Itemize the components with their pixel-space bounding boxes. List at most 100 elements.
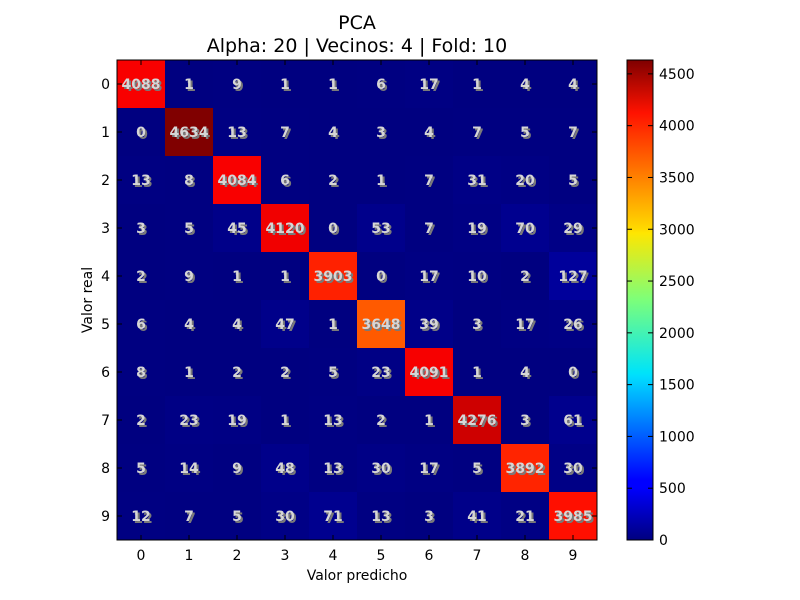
cell-value-label: 4084 bbox=[218, 173, 257, 189]
cell-value-shadow: 17 bbox=[421, 79, 440, 95]
heatmap-cell bbox=[405, 204, 454, 253]
y-tick-label: 2 bbox=[101, 173, 110, 189]
cell-value-shadow: 5 bbox=[330, 367, 340, 383]
cell-value-label: 21 bbox=[515, 509, 534, 525]
cell-value-shadow: 19 bbox=[469, 223, 488, 239]
cell-value-label: 17 bbox=[419, 461, 438, 477]
x-axis-label: Valor predicho bbox=[307, 568, 408, 584]
cell-value-shadow: 1 bbox=[330, 79, 340, 95]
heatmap-cell bbox=[357, 348, 406, 397]
heatmap-cell bbox=[309, 348, 358, 397]
heatmap-cell bbox=[453, 108, 502, 157]
cell-value-shadow: 61 bbox=[565, 415, 584, 431]
cell-value-label: 2 bbox=[520, 269, 530, 285]
heatmap-cell bbox=[405, 300, 454, 349]
y-tick-label: 7 bbox=[101, 413, 110, 429]
cell-value-label: 13 bbox=[227, 125, 246, 141]
cell-value-shadow: 4 bbox=[570, 79, 580, 95]
cell-value-label: 31 bbox=[467, 173, 486, 189]
heatmap-cell bbox=[453, 492, 502, 541]
cell-value-shadow: 3 bbox=[522, 415, 532, 431]
heatmap-cell bbox=[309, 204, 358, 253]
heatmap-cell bbox=[165, 204, 214, 253]
heatmap-cell bbox=[309, 396, 358, 445]
cell-value-shadow: 70 bbox=[517, 223, 537, 239]
heatmap-cell bbox=[357, 252, 406, 301]
y-tick-label: 9 bbox=[101, 509, 110, 525]
cell-value-shadow: 5 bbox=[570, 175, 580, 191]
cell-value-label: 19 bbox=[227, 413, 246, 429]
cell-value-label: 9 bbox=[232, 77, 242, 93]
cell-value-label: 8 bbox=[136, 365, 146, 381]
heatmap-cell bbox=[213, 60, 262, 109]
cell-value-label: 5 bbox=[472, 461, 482, 477]
cell-value-shadow: 7 bbox=[474, 127, 484, 143]
cell-value-shadow: 4091 bbox=[412, 367, 451, 383]
heatmap-cell bbox=[453, 252, 502, 301]
heatmap-cells bbox=[117, 60, 598, 541]
cell-value-shadow: 2 bbox=[522, 271, 532, 287]
cell-value-shadow: 30 bbox=[565, 463, 585, 479]
cell-value-label: 1 bbox=[280, 413, 290, 429]
cell-value-shadow: 0 bbox=[378, 271, 388, 287]
cell-value-label: 1 bbox=[184, 77, 194, 93]
cell-value-label: 23 bbox=[371, 365, 390, 381]
cell-value-label: 1 bbox=[184, 365, 194, 381]
cell-value-shadow: 2 bbox=[282, 367, 292, 383]
x-tick-label: 5 bbox=[377, 548, 386, 564]
heatmap-cell bbox=[117, 252, 166, 301]
cell-value-label: 9 bbox=[232, 461, 242, 477]
cell-value-label: 4634 bbox=[170, 125, 209, 141]
heatmap-cell bbox=[261, 348, 310, 397]
cell-value-label: 3 bbox=[424, 509, 434, 525]
cell-value-shadow: 41 bbox=[469, 511, 488, 527]
colorbar-tick-label: 3000 bbox=[659, 222, 695, 238]
cell-value-label: 2 bbox=[136, 413, 146, 429]
x-tick-label: 9 bbox=[569, 548, 578, 564]
heatmap-cell bbox=[165, 300, 214, 349]
cell-value-label: 23 bbox=[179, 413, 198, 429]
plot-frame bbox=[116, 59, 598, 541]
heatmap-cell bbox=[501, 444, 550, 493]
cell-value-shadow: 3 bbox=[426, 511, 436, 527]
heatmap-cell bbox=[117, 156, 166, 205]
cell-value-shadow: 9 bbox=[234, 79, 244, 95]
heatmap-cell bbox=[549, 396, 598, 445]
cell-value-label: 0 bbox=[568, 365, 578, 381]
cell-value-label: 3 bbox=[376, 125, 386, 141]
cell-value-label: 4091 bbox=[410, 365, 449, 381]
cell-value-label: 3648 bbox=[362, 317, 401, 333]
heatmap-cell bbox=[549, 252, 598, 301]
cell-value-shadow: 3 bbox=[138, 223, 148, 239]
heatmap-cell bbox=[165, 348, 214, 397]
cell-value-label: 2 bbox=[232, 365, 242, 381]
cell-value-label: 3 bbox=[472, 317, 482, 333]
cell-value-label: 1 bbox=[328, 317, 338, 333]
heatmap-cell bbox=[357, 492, 406, 541]
heatmap-cell bbox=[261, 60, 310, 109]
cell-value-label: 13 bbox=[323, 461, 342, 477]
cell-value-label: 61 bbox=[563, 413, 582, 429]
heatmap-cell bbox=[357, 156, 406, 205]
cell-value-shadow: 23 bbox=[373, 367, 392, 383]
cell-value-shadow: 8 bbox=[138, 367, 148, 383]
heatmap-cell bbox=[405, 396, 454, 445]
cell-value-shadow: 1 bbox=[474, 367, 484, 383]
cell-value-shadow: 48 bbox=[277, 463, 296, 479]
cell-value-shadow: 8 bbox=[186, 175, 196, 191]
cell-value-shadow: 1 bbox=[474, 79, 484, 95]
cell-value-label: 3 bbox=[520, 413, 530, 429]
heatmap-cell bbox=[213, 300, 262, 349]
cell-value-label: 13 bbox=[323, 413, 342, 429]
cell-value-shadow: 2 bbox=[138, 271, 148, 287]
cell-value-label: 5 bbox=[184, 221, 194, 237]
cell-value-label: 4 bbox=[520, 365, 530, 381]
cell-value-shadow: 5 bbox=[186, 223, 196, 239]
cell-value-label: 20 bbox=[515, 173, 535, 189]
cell-value-shadow: 3 bbox=[474, 319, 484, 335]
cell-value-shadow: 71 bbox=[325, 511, 344, 527]
x-tick-label: 4 bbox=[329, 548, 338, 564]
heatmap-cell bbox=[453, 60, 502, 109]
cell-value-shadow: 1 bbox=[282, 271, 292, 287]
colorbar-tick-label: 2500 bbox=[659, 274, 695, 290]
